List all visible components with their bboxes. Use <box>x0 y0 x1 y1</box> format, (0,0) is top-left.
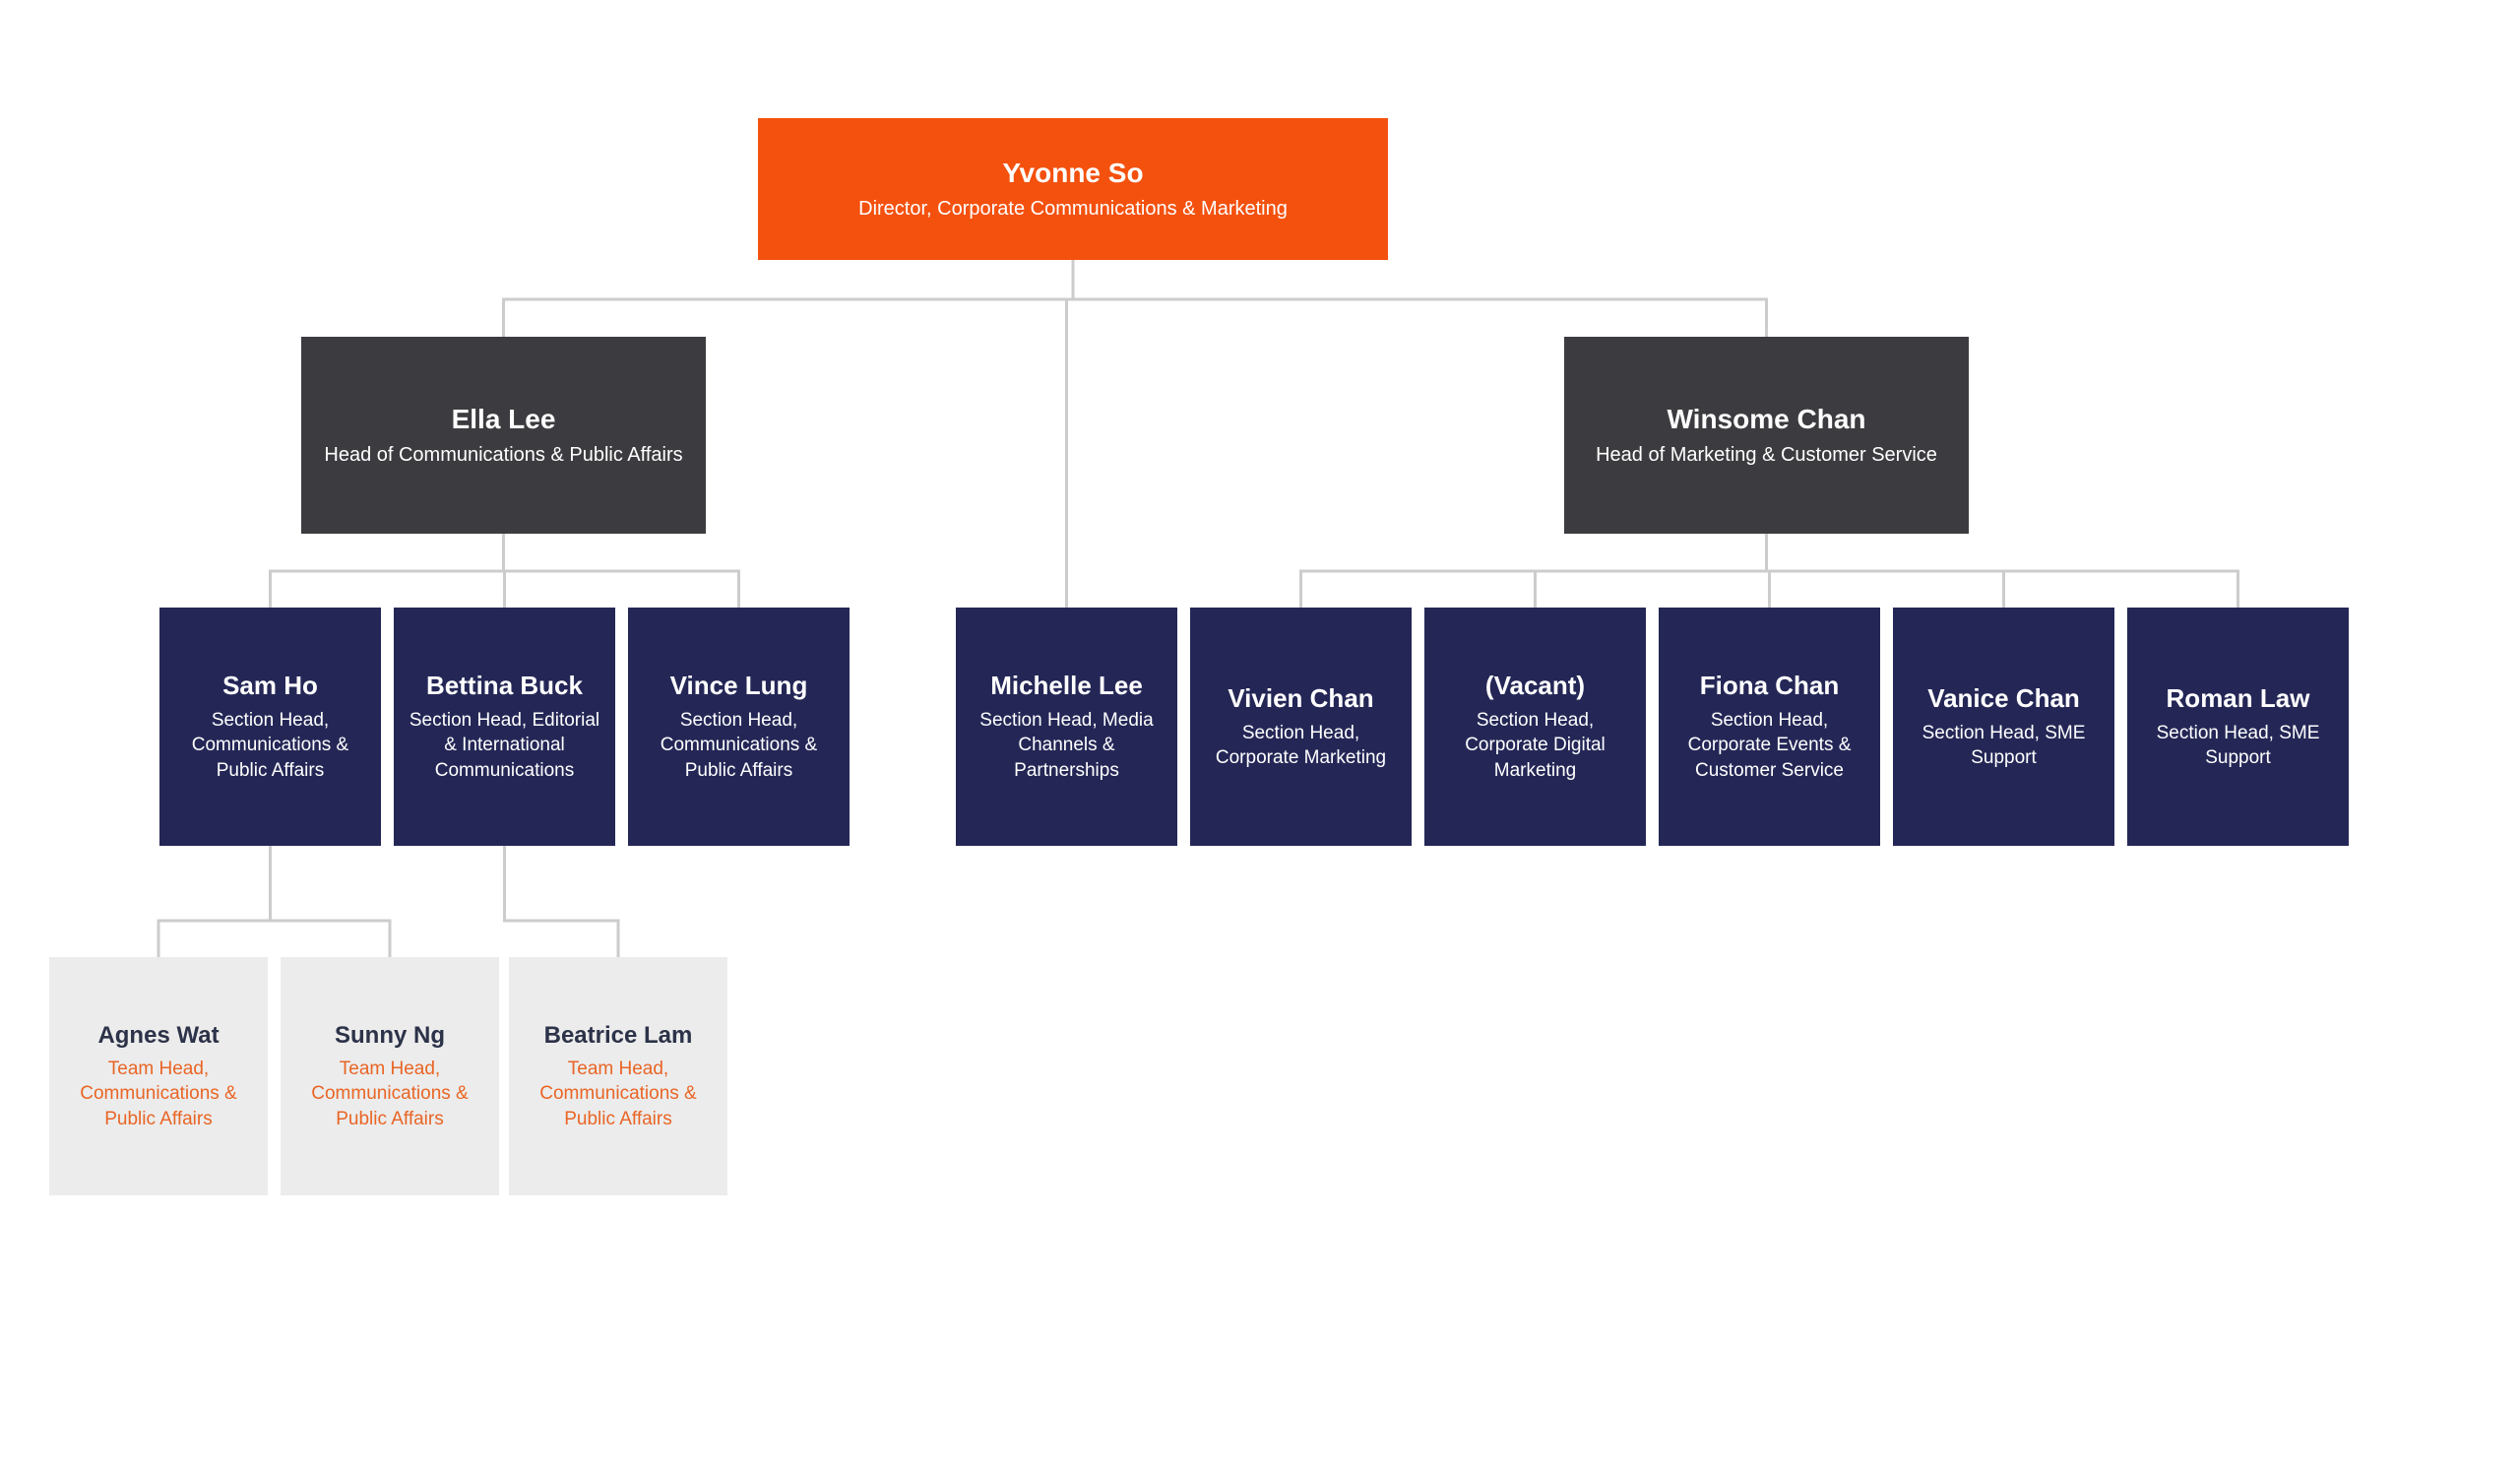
node-name: Agnes Wat <box>97 1021 219 1051</box>
node-title: Section Head, Corporate Digital Marketin… <box>1438 708 1632 784</box>
org-node-director: Yvonne So Director, Corporate Communicati… <box>758 118 1388 260</box>
org-node-vince: Vince Lung Section Head, Communications &… <box>628 608 850 846</box>
org-node-winsome: Winsome Chan Head of Marketing & Customer… <box>1564 337 1969 534</box>
node-name: Roman Law <box>2167 682 2310 715</box>
node-name: Vivien Chan <box>1228 682 1373 715</box>
node-name: Sam Ho <box>222 670 318 702</box>
node-name: Beatrice Lam <box>544 1021 693 1051</box>
node-title: Section Head, Corporate Events & Custome… <box>1672 708 1866 784</box>
node-title: Head of Communications & Public Affairs <box>324 442 682 469</box>
node-title: Section Head, Editorial & International … <box>408 708 601 784</box>
org-node-agnes: Agnes Wat Team Head, Communications & Pub… <box>49 957 268 1195</box>
node-name: Yvonne So <box>1002 156 1143 190</box>
org-node-fiona: Fiona Chan Section Head, Corporate Events… <box>1659 608 1880 846</box>
node-name: (Vacant) <box>1485 670 1585 702</box>
node-name: Vanice Chan <box>1927 682 2080 715</box>
node-title: Section Head, Communications & Public Af… <box>642 708 836 784</box>
org-node-sunny: Sunny Ng Team Head, Communications & Publ… <box>281 957 499 1195</box>
node-name: Ella Lee <box>452 402 556 436</box>
org-node-roman: Roman Law Section Head, SME Support <box>2127 608 2349 846</box>
org-node-ella: Ella Lee Head of Communications & Public … <box>301 337 706 534</box>
node-name: Sunny Ng <box>335 1021 445 1051</box>
org-node-vanice: Vanice Chan Section Head, SME Support <box>1893 608 2114 846</box>
org-node-vacant: (Vacant) Section Head, Corporate Digital … <box>1424 608 1646 846</box>
node-name: Michelle Lee <box>990 670 1143 702</box>
org-node-sam: Sam Ho Section Head, Communications & Pub… <box>159 608 381 846</box>
node-name: Bettina Buck <box>426 670 583 702</box>
org-node-beatrice: Beatrice Lam Team Head, Communications & … <box>509 957 727 1195</box>
org-node-michelle: Michelle Lee Section Head, Media Channels… <box>956 608 1177 846</box>
node-title: Team Head, Communications & Public Affai… <box>294 1057 485 1132</box>
node-title: Section Head, SME Support <box>1907 721 2101 771</box>
node-title: Head of Marketing & Customer Service <box>1596 442 1937 469</box>
node-title: Team Head, Communications & Public Affai… <box>523 1057 714 1132</box>
org-node-vivien: Vivien Chan Section Head, Corporate Marke… <box>1190 608 1412 846</box>
node-name: Fiona Chan <box>1700 670 1840 702</box>
node-title: Director, Corporate Communications & Mar… <box>858 196 1288 223</box>
node-title: Section Head, SME Support <box>2141 721 2335 771</box>
node-title: Section Head, Media Channels & Partnersh… <box>970 708 1164 784</box>
node-name: Vince Lung <box>670 670 808 702</box>
node-title: Section Head, Communications & Public Af… <box>173 708 367 784</box>
org-node-bettina: Bettina Buck Section Head, Editorial & In… <box>394 608 615 846</box>
node-title: Team Head, Communications & Public Affai… <box>63 1057 254 1132</box>
node-name: Winsome Chan <box>1668 402 1866 436</box>
node-title: Section Head, Corporate Marketing <box>1204 721 1398 771</box>
org-chart: Yvonne So Director, Corporate Communicati… <box>0 0 2520 1477</box>
